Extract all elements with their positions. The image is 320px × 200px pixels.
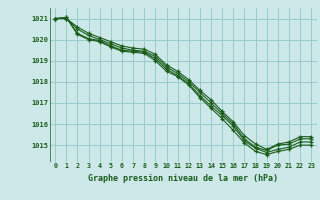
X-axis label: Graphe pression niveau de la mer (hPa): Graphe pression niveau de la mer (hPa) bbox=[88, 174, 278, 183]
